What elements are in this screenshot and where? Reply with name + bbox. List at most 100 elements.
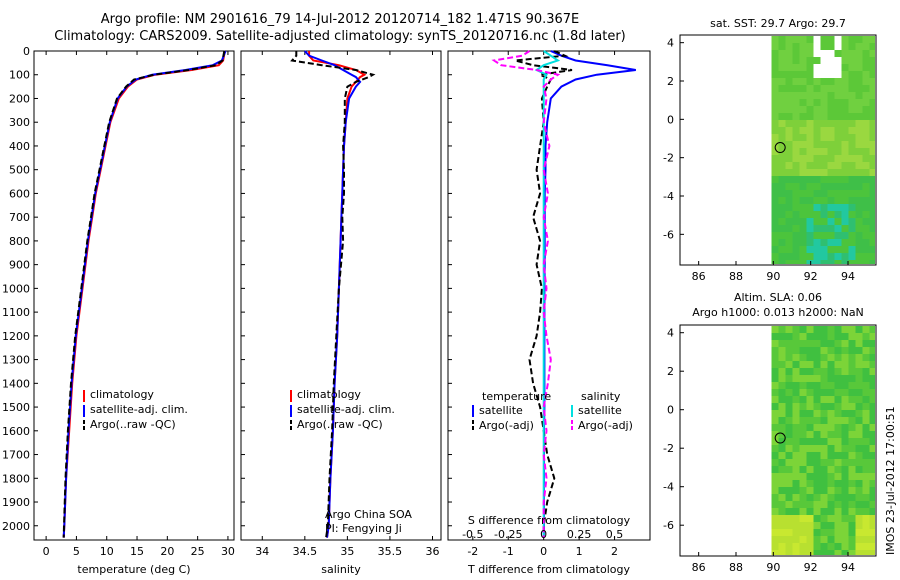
sla_map-cell [771, 452, 779, 459]
sla_map-cell [778, 508, 786, 515]
sla_map-cell [820, 333, 828, 340]
sst_map-cell [834, 127, 842, 134]
sst_map-cell [813, 239, 821, 246]
sst_map-cell [806, 225, 814, 232]
sst_map-cell [834, 260, 842, 264]
sla_map-cell [778, 550, 786, 555]
sst_map-cell [778, 176, 786, 183]
sla_map-cell [855, 410, 863, 417]
sst_map-cell [827, 99, 835, 106]
sst_map-cell [806, 204, 814, 211]
sst_map-cell [855, 211, 863, 218]
sla_map-cell [869, 550, 875, 555]
sst_map-cell [841, 57, 849, 64]
sst_map-cell [792, 50, 800, 57]
sla_map-cell [848, 375, 856, 382]
sst_map-cell [813, 183, 821, 190]
sla_map-cell [862, 438, 870, 445]
sla_map-cell [848, 368, 856, 375]
sst_map-cell [869, 197, 875, 204]
sla_map-cell [841, 396, 849, 403]
sla_map-cell [855, 326, 863, 333]
sst_map-cell [792, 253, 800, 260]
sst_map-cell [792, 71, 800, 78]
sst_map-cell [834, 106, 842, 113]
difference-series-salinity-satellite [534, 50, 561, 538]
sst_map-cell [799, 127, 807, 134]
sst_map-cell [778, 246, 786, 253]
sst_map-cell [792, 169, 800, 176]
sst_map-cell [834, 148, 842, 155]
sla_map-cell [813, 466, 821, 473]
sla_map-cell [771, 550, 779, 555]
sst_map-cell [799, 190, 807, 197]
sst_map-cell [785, 36, 793, 43]
sla_map-cell [841, 494, 849, 501]
sst_map-cell [799, 197, 807, 204]
sst_map-cell [799, 134, 807, 141]
sla_map-cell [806, 417, 814, 424]
sla_map-cell [827, 333, 835, 340]
sla_map-cell [869, 473, 875, 480]
sst_map-cell [869, 127, 875, 134]
sla_map-cell [848, 480, 856, 487]
sla_map-cell [778, 445, 786, 452]
sst_map-cell [813, 155, 821, 162]
sst_map-cell [841, 239, 849, 246]
sla_map-cell [785, 375, 793, 382]
sst_map-cell [820, 218, 828, 225]
sla_map-cell [820, 550, 828, 555]
temperature-axes-box [33, 50, 235, 541]
sst_map-cell [862, 211, 870, 218]
sla_map-cell [806, 522, 814, 529]
sla_map-cell [862, 424, 870, 431]
sst_map-cell [799, 99, 807, 106]
sst_map-cell [813, 85, 821, 92]
sla_map-cell [820, 438, 828, 445]
sst_map-cell [855, 92, 863, 99]
sla_map-cell [813, 403, 821, 410]
sla_map-cell [785, 431, 793, 438]
sst_map-cell [869, 155, 875, 162]
sla_map-cell [848, 417, 856, 424]
sla_map-cell [834, 459, 842, 466]
sla_map-cell [792, 389, 800, 396]
sst_map-cell [785, 43, 793, 50]
sst_map-cell [869, 225, 875, 232]
sst_map-cell [862, 253, 870, 260]
sla_map-cell [785, 494, 793, 501]
sst_map-cell [792, 141, 800, 148]
sst_map-cell [820, 36, 828, 43]
temperature-ytick-label: 2000 [2, 520, 30, 533]
sst_map-cell [869, 232, 875, 239]
sla_map-cell [862, 473, 870, 480]
sla_map-cell [785, 508, 793, 515]
sla_map-cell [855, 501, 863, 508]
sla_map-cell [827, 508, 835, 515]
temperature-xtick-label: 20 [160, 545, 174, 558]
sla_map-cell [792, 529, 800, 536]
sst_map-cell [771, 71, 779, 78]
sst_map-cell [778, 120, 786, 127]
sla_map-cell [848, 431, 856, 438]
sst_map-cell [869, 36, 875, 43]
sla_map-cell [869, 431, 875, 438]
sla_map-cell [848, 389, 856, 396]
sla_map-cell [862, 354, 870, 361]
sla_map-cell [841, 389, 849, 396]
sla_map-cell [799, 480, 807, 487]
sst_map-cell [785, 169, 793, 176]
sst_map-cell [848, 204, 856, 211]
sla_map-cell [827, 494, 835, 501]
sla_map-cell [827, 410, 835, 417]
temperature-xtick-label: 10 [100, 545, 114, 558]
sla_map-cell [841, 466, 849, 473]
sst_map-cell [855, 253, 863, 260]
sst_map-cell [848, 232, 856, 239]
sst_map-cell [820, 71, 828, 78]
sla_map-cell [862, 494, 870, 501]
sla_map-cell [834, 403, 842, 410]
sla_map-cell [799, 410, 807, 417]
sla_map-cell [820, 452, 828, 459]
sla_map-cell [813, 326, 821, 333]
